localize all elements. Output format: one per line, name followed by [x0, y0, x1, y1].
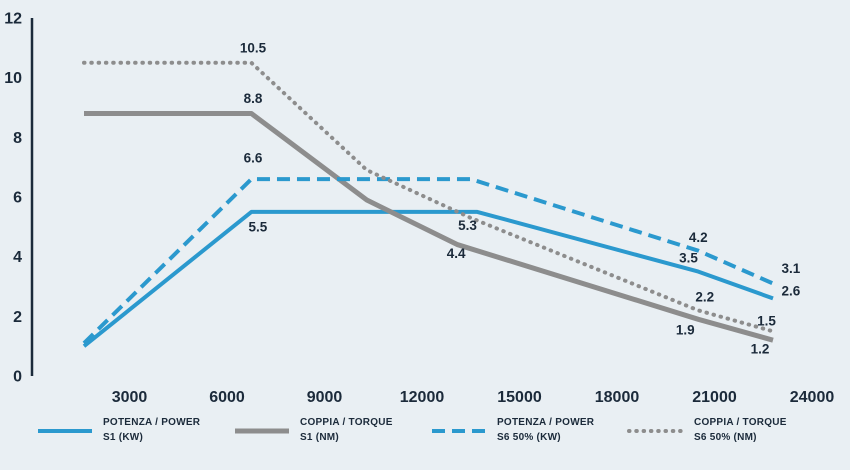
legend-item-torque-s6: COPPIA / TORQUE S6 50% (NM)	[627, 416, 824, 445]
legend-item-torque-s1: COPPIA / TORQUE S1 (NM)	[233, 416, 430, 445]
legend-label: POTENZA / POWER	[497, 417, 595, 428]
point-label: 2.2	[695, 289, 714, 304]
x-tick-label: 3000	[112, 389, 148, 406]
point-label: 1.5	[757, 313, 776, 328]
point-label: 3.5	[679, 251, 698, 266]
x-tick-label: 9000	[307, 389, 343, 406]
y-tick-label: 6	[13, 190, 22, 207]
point-label: 5.3	[458, 218, 477, 233]
chart-legend: POTENZA / POWER S1 (KW) COPPIA / TORQUE …	[2, 416, 850, 445]
y-tick-label: 8	[13, 130, 22, 147]
point-label: 4.4	[447, 246, 466, 261]
point-label: 2.6	[781, 283, 800, 298]
x-tick-label: 15000	[497, 389, 542, 406]
y-tick-label: 2	[13, 309, 22, 326]
legend-label: POTENZA / POWER	[103, 417, 201, 428]
legend-label: COPPIA / TORQUE	[300, 417, 393, 428]
x-tick-label: 18000	[595, 389, 640, 406]
dashed-blue-line-swatch	[432, 428, 486, 433]
legend-sublabel: S1 (KW)	[103, 431, 144, 443]
legend-sublabel: S1 (NM)	[300, 431, 339, 443]
x-tick-label: 6000	[209, 389, 245, 406]
solid-blue-line-swatch	[38, 428, 92, 433]
point-label: 6.6	[244, 151, 263, 166]
y-tick-label: 4	[13, 249, 22, 266]
legend-label: COPPIA / TORQUE	[694, 417, 787, 428]
y-tick-label: 10	[4, 70, 22, 87]
solid-gray-line-swatch	[235, 428, 289, 433]
legend-sublabel: S6 50% (NM)	[694, 431, 757, 443]
legend-item-power-s6: POTENZA / POWER S6 50% (KW)	[430, 416, 627, 445]
point-label: 10.5	[240, 40, 267, 55]
x-tick-label: 24000	[790, 389, 835, 406]
legend-item-power-s1: POTENZA / POWER S1 (KW)	[36, 416, 233, 445]
dotted-gray-line-swatch	[627, 428, 685, 433]
series-line-1	[84, 111, 774, 343]
x-tick-label: 21000	[692, 389, 737, 406]
point-label: 1.2	[751, 342, 770, 357]
x-tick-label: 12000	[400, 389, 445, 406]
point-label: 1.9	[676, 322, 695, 337]
point-label: 3.1	[781, 261, 800, 276]
line-chart: 0 2 4 6 8 10 12 3000 6000 9000 12000 15000 18000 2100…	[4, 11, 835, 407]
series-line-3	[82, 60, 775, 334]
y-tick-label: 12	[4, 11, 22, 28]
point-label: 4.2	[689, 230, 708, 245]
point-label: 8.8	[244, 91, 263, 106]
y-tick-label: 0	[13, 369, 22, 386]
legend-sublabel: S6 50% (KW)	[497, 431, 561, 443]
series-line-0	[82, 209, 774, 348]
point-label: 5.5	[248, 219, 267, 234]
